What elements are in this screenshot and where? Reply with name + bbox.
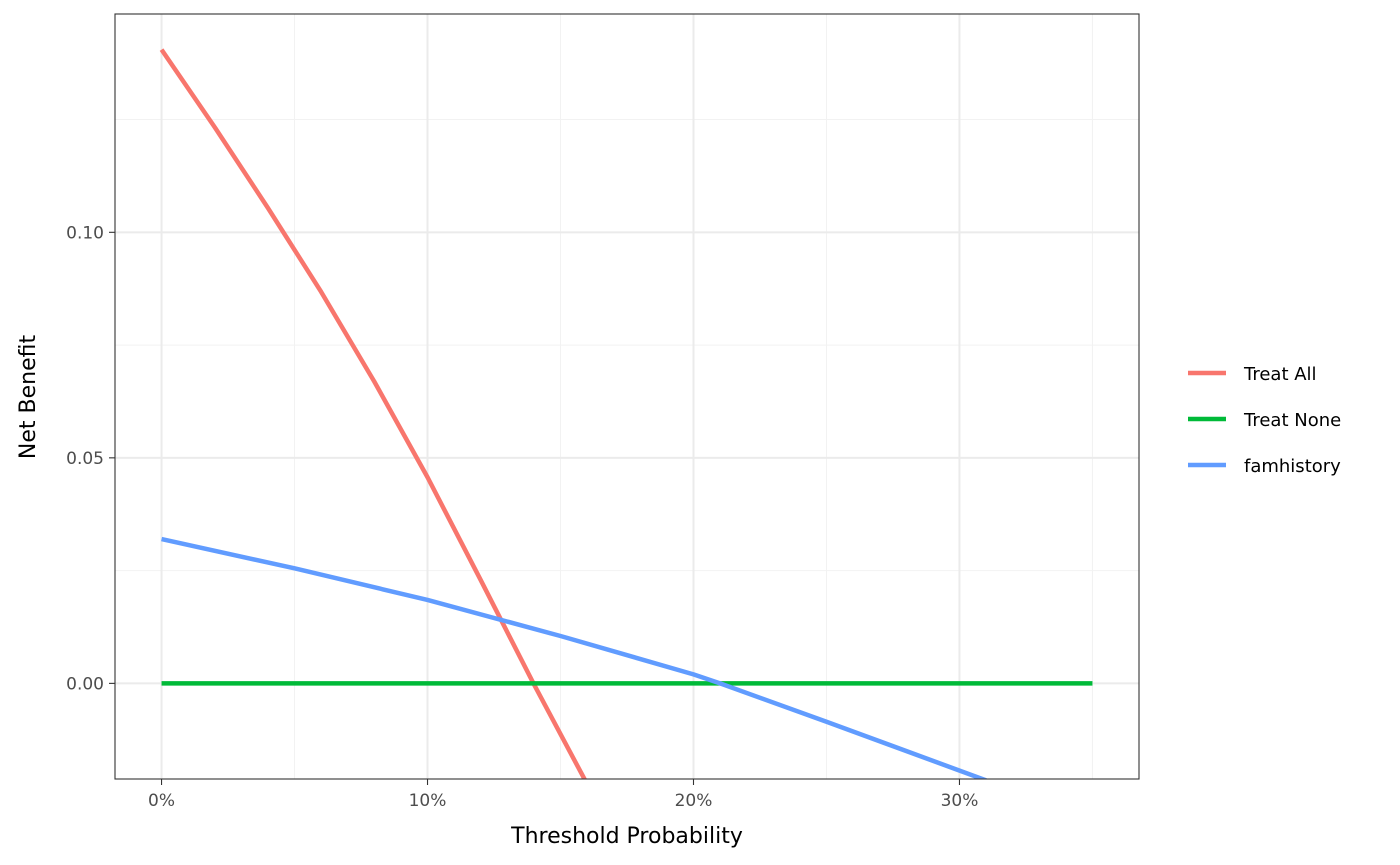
x-tick-label: 20% bbox=[675, 791, 713, 811]
series-lines bbox=[159, 48, 1093, 779]
series-line-famhistory bbox=[161, 536, 987, 779]
minor-gridlines bbox=[115, 14, 1139, 779]
x-axis-title: Threshold Probability bbox=[510, 824, 743, 849]
series-line-treat-all bbox=[159, 48, 588, 779]
legend-label-famhistory: famhistory bbox=[1244, 456, 1341, 477]
x-tick-label: 0% bbox=[148, 791, 175, 811]
legend-label-treat-all: Treat All bbox=[1243, 364, 1317, 385]
legend: Treat All Treat None famhistory bbox=[1188, 364, 1341, 477]
plot-panel bbox=[115, 14, 1139, 779]
legend-label-treat-none: Treat None bbox=[1243, 410, 1341, 431]
y-tick-label: 0.05 bbox=[66, 449, 104, 469]
y-tick-label: 0.10 bbox=[66, 223, 104, 243]
x-axis-ticks: 0% 10% 20% 30% bbox=[148, 779, 978, 811]
x-tick-label: 30% bbox=[941, 791, 979, 811]
y-axis-title: Net Benefit bbox=[16, 335, 41, 460]
plot-border bbox=[114, 13, 1140, 780]
x-tick-label: 10% bbox=[409, 791, 447, 811]
y-axis-ticks: 0.00 0.05 0.10 bbox=[66, 223, 115, 694]
y-tick-label: 0.00 bbox=[66, 674, 104, 694]
